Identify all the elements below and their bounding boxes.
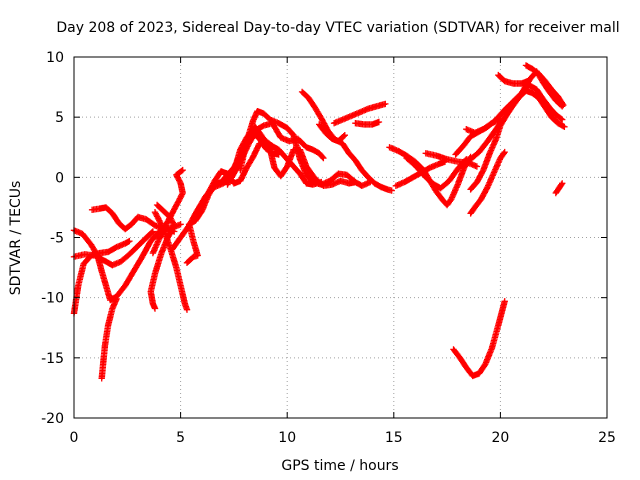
series-arc-7 (149, 166, 186, 257)
series-arc-5 (88, 204, 184, 233)
x-tick-label: 5 (176, 430, 185, 446)
y-tick-label: -20 (41, 411, 64, 427)
y-tick-label: 0 (55, 170, 64, 186)
y-tick-label: -10 (41, 291, 64, 307)
y-tick-label: 10 (46, 50, 64, 66)
y-tick-label: 5 (55, 110, 64, 126)
x-tick-label: 0 (70, 430, 79, 446)
data-markers (70, 62, 568, 382)
series-arc-8 (151, 209, 191, 313)
x-axis-label: GPS time / hours (281, 458, 398, 474)
x-tick-label: 20 (491, 430, 509, 446)
y-tick-label: -15 (41, 351, 64, 367)
series-arc-22 (450, 298, 508, 380)
series-arc-6 (147, 201, 178, 312)
series-arc-4 (98, 295, 120, 382)
y-axis-label: SDTVAR / TECUs (8, 181, 24, 296)
y-tick-label: -5 (50, 231, 64, 247)
series-arc-16 (330, 100, 389, 127)
x-tick-label: 15 (385, 430, 403, 446)
series-arc-27 (463, 116, 504, 136)
series-arc-28 (495, 71, 532, 87)
x-tick-label: 25 (598, 430, 616, 446)
series-arc-29 (522, 62, 567, 109)
axis-ticks: 0 5 10 15 20 25 -20 -15 -10 -5 0 5 10 (41, 50, 616, 446)
series-arc-17 (352, 118, 383, 128)
series-arc-30 (552, 180, 566, 197)
series-arc-13 (237, 108, 374, 189)
series-arc-23 (467, 148, 508, 217)
chart-title: Day 208 of 2023, Sidereal Day-to-day VTE… (56, 20, 619, 36)
series-arc-15 (316, 121, 348, 145)
x-tick-label: 10 (278, 430, 296, 446)
